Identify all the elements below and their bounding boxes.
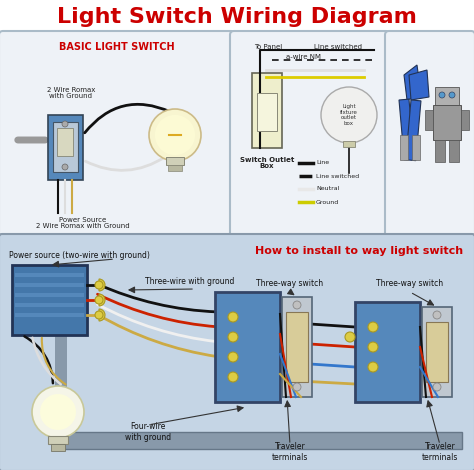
- Bar: [435, 87, 459, 105]
- Circle shape: [433, 383, 441, 391]
- Text: Line: Line: [316, 160, 329, 165]
- Bar: [461, 110, 469, 130]
- Bar: [426, 322, 448, 382]
- Bar: [15, 313, 84, 317]
- Circle shape: [40, 394, 76, 430]
- Circle shape: [449, 92, 455, 98]
- Text: To Panel: To Panel: [254, 44, 282, 50]
- Circle shape: [95, 311, 103, 319]
- Text: 2 Wire Romax
with Ground: 2 Wire Romax with Ground: [47, 86, 95, 100]
- Circle shape: [228, 372, 238, 382]
- Circle shape: [155, 115, 195, 155]
- Bar: [53, 122, 78, 172]
- Circle shape: [228, 332, 238, 342]
- Text: Traveler
terminals: Traveler terminals: [422, 442, 458, 462]
- Bar: [166, 157, 184, 165]
- Text: How to install to way light switch: How to install to way light switch: [255, 246, 463, 256]
- Bar: [282, 297, 312, 397]
- Bar: [412, 135, 420, 160]
- Text: Traveler
terminals: Traveler terminals: [272, 442, 308, 462]
- Text: Light
fixture
outlet
box: Light fixture outlet box: [340, 104, 358, 126]
- Text: Power Source
2 Wire Romax with Ground: Power Source 2 Wire Romax with Ground: [36, 217, 130, 229]
- Text: Line switched: Line switched: [314, 44, 362, 50]
- Bar: [48, 436, 68, 444]
- Text: Three-way switch: Three-way switch: [376, 280, 444, 289]
- Text: Neutral: Neutral: [316, 187, 339, 191]
- Polygon shape: [404, 65, 421, 100]
- Bar: [252, 73, 282, 148]
- FancyBboxPatch shape: [230, 31, 390, 239]
- Bar: [168, 165, 182, 171]
- Wedge shape: [99, 279, 105, 291]
- Text: Power source (two-wire with ground): Power source (two-wire with ground): [9, 251, 150, 259]
- Bar: [400, 135, 408, 160]
- Bar: [55, 330, 67, 432]
- Bar: [343, 141, 355, 147]
- Bar: [48, 115, 83, 180]
- FancyBboxPatch shape: [0, 234, 474, 470]
- Wedge shape: [99, 309, 105, 321]
- Circle shape: [228, 352, 238, 362]
- Bar: [286, 312, 308, 382]
- Bar: [425, 110, 433, 130]
- Circle shape: [321, 87, 377, 143]
- Circle shape: [439, 92, 445, 98]
- Text: Four-wire
with ground: Four-wire with ground: [125, 423, 171, 442]
- Text: Ground: Ground: [316, 199, 339, 204]
- Bar: [257, 93, 277, 131]
- Text: Switch Outlet
Box: Switch Outlet Box: [240, 157, 294, 170]
- Text: Three-wire with ground: Three-wire with ground: [146, 277, 235, 287]
- Bar: [449, 140, 459, 162]
- Circle shape: [368, 342, 378, 352]
- Text: Three-way switch: Three-way switch: [256, 280, 324, 289]
- Bar: [12, 265, 87, 335]
- Bar: [15, 293, 84, 297]
- Circle shape: [368, 362, 378, 372]
- Circle shape: [95, 281, 103, 289]
- Bar: [51, 444, 65, 451]
- Polygon shape: [409, 70, 429, 100]
- Bar: [355, 302, 420, 402]
- Circle shape: [228, 312, 238, 322]
- Circle shape: [293, 301, 301, 309]
- Bar: [422, 307, 452, 397]
- Bar: [57, 128, 73, 156]
- Circle shape: [433, 311, 441, 319]
- Bar: [215, 292, 280, 402]
- Bar: [0, 0, 474, 34]
- Text: BASIC LIGHT SWITCH: BASIC LIGHT SWITCH: [59, 42, 175, 52]
- Circle shape: [293, 383, 301, 391]
- Bar: [15, 283, 84, 287]
- Wedge shape: [99, 294, 105, 306]
- Bar: [15, 303, 84, 307]
- Bar: [55, 432, 462, 449]
- Circle shape: [95, 296, 103, 304]
- Circle shape: [32, 386, 84, 438]
- FancyBboxPatch shape: [385, 31, 474, 239]
- FancyBboxPatch shape: [0, 31, 235, 239]
- Circle shape: [149, 109, 201, 161]
- Text: a-wire NM: a-wire NM: [286, 54, 321, 60]
- Bar: [399, 99, 414, 160]
- Bar: [406, 100, 421, 161]
- Circle shape: [368, 322, 378, 332]
- Text: Line switched: Line switched: [316, 173, 359, 179]
- Text: Light Switch Wiring Diagram: Light Switch Wiring Diagram: [57, 7, 417, 27]
- Circle shape: [62, 121, 68, 127]
- Circle shape: [62, 164, 68, 170]
- Circle shape: [345, 332, 355, 342]
- Bar: [433, 105, 461, 140]
- Bar: [15, 273, 84, 277]
- Bar: [435, 140, 445, 162]
